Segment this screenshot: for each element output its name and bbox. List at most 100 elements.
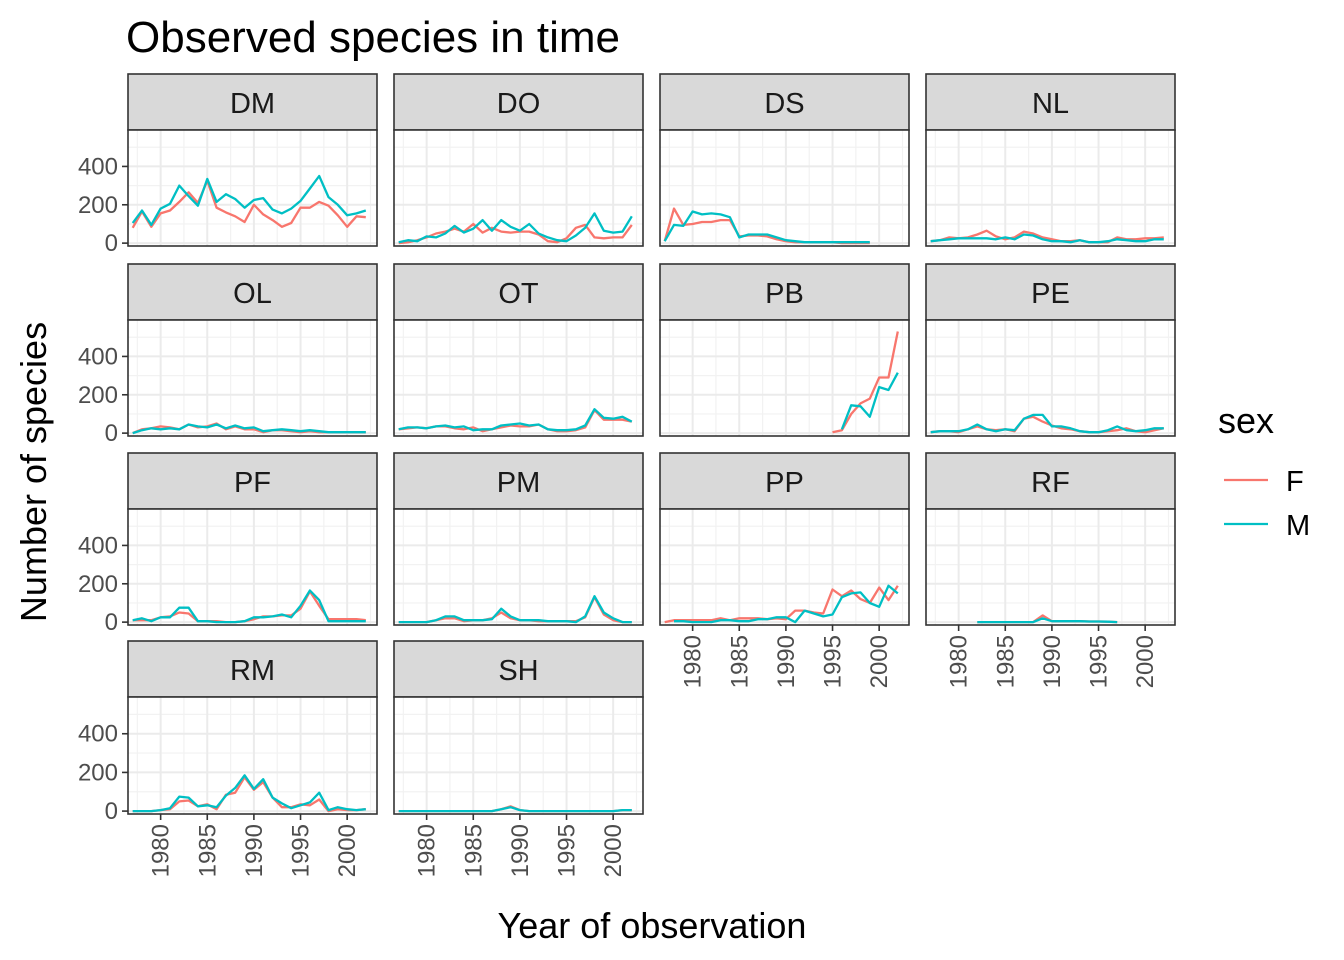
panel-background: [660, 509, 909, 625]
strip-background: [393, 452, 644, 510]
panel-border: [925, 319, 1176, 437]
panel-border: [393, 319, 644, 437]
panel-border: [659, 319, 910, 437]
strip-background: [925, 263, 1176, 321]
panel-border: [127, 129, 378, 247]
strip-label: OL: [233, 278, 272, 310]
strip-label: PP: [765, 467, 804, 499]
strip-background: [659, 263, 910, 321]
x-tick-label: 1980: [148, 824, 175, 877]
x-tick-label: 1995: [1086, 635, 1113, 688]
x-tick-label: 1990: [773, 635, 800, 688]
strip-label: OT: [498, 278, 539, 310]
panel-border: [127, 696, 378, 815]
strip-label: DM: [230, 88, 275, 120]
strip-label: NL: [1032, 88, 1069, 120]
panel-pp: PP 1980 1985 1990 1995 2000: [659, 452, 910, 688]
panel-border: [127, 319, 378, 437]
x-tick-label: 2000: [866, 635, 893, 688]
panel-background: [660, 320, 909, 436]
strip-background: [127, 452, 378, 510]
x-tick-label: 1985: [726, 635, 753, 688]
series-line-m: [398, 806, 632, 813]
x-tick-label: 1980: [946, 635, 973, 688]
strip-label: DO: [497, 88, 541, 120]
panel-border: [393, 508, 644, 626]
series-line-f: [664, 585, 899, 624]
x-tick-label: 1995: [288, 824, 315, 877]
series-line-f: [398, 222, 633, 245]
series-line-m: [131, 174, 367, 227]
panel-dm: DM 0 200 400: [78, 73, 378, 257]
series-line-m: [663, 210, 870, 244]
strip-label: PF: [234, 467, 271, 499]
series-line-m: [398, 595, 632, 624]
panel-background: [926, 130, 1175, 246]
strip-label: DS: [764, 88, 804, 120]
panel-border: [393, 696, 644, 815]
x-tick-label: 2000: [1132, 635, 1159, 688]
y-tick-label: 200: [78, 382, 118, 409]
legend-item-f: F: [1224, 466, 1304, 498]
strip-label: PB: [765, 278, 804, 310]
x-tick-label: 1980: [680, 635, 707, 688]
strip-background: [659, 73, 910, 131]
legend-title: sex: [1218, 400, 1274, 441]
x-tick-label: 1990: [1039, 635, 1066, 688]
panel-background: [394, 697, 643, 814]
panel-rm: RM 0 200 400 1980 1985 1990 1995 2000: [78, 640, 378, 877]
y-axis-title: Number of species: [13, 322, 54, 622]
x-tick-label: 1995: [820, 635, 847, 688]
series-line-m: [930, 413, 1164, 434]
series-line-m: [132, 423, 366, 435]
panel-background: [128, 320, 377, 436]
legend-item-m: M: [1224, 510, 1310, 542]
y-tick-label: 0: [105, 609, 118, 636]
series-line-m: [930, 233, 1164, 244]
panel-pm: PM: [393, 452, 644, 626]
panel-pb: PB: [659, 263, 910, 437]
x-tick-label: 1995: [554, 824, 581, 877]
panel-background: [128, 509, 377, 625]
series-line-m: [977, 617, 1118, 624]
x-tick-label: 2000: [600, 824, 627, 877]
series-line-m: [132, 589, 366, 624]
panel-background: [394, 509, 643, 625]
series-line-m: [674, 584, 899, 624]
chart-title: Observed species in time: [126, 13, 620, 62]
y-tick-label: 200: [78, 192, 118, 219]
x-tick-label: 1990: [507, 824, 534, 877]
strip-label: RM: [230, 655, 275, 687]
y-tick-label: 400: [78, 153, 118, 180]
panel-background: [128, 130, 377, 246]
panel-background: [926, 509, 1175, 625]
panel-border: [925, 508, 1176, 626]
panel-do: DO: [393, 73, 644, 247]
panel-rf: RF 1980 1985 1990 1995 2000: [925, 452, 1176, 688]
y-tick-label: 200: [78, 571, 118, 598]
strip-background: [393, 73, 644, 131]
strip-background: [127, 263, 378, 321]
panel-pe: PE: [925, 263, 1176, 437]
panel-background: [926, 320, 1175, 436]
y-tick-label: 400: [78, 532, 118, 559]
panel-nl: NL: [925, 73, 1176, 247]
x-tick-label: 1985: [992, 635, 1019, 688]
panel-border: [659, 129, 910, 247]
panel-pf: PF 0 200 400: [78, 452, 378, 636]
x-tick-label: 2000: [334, 824, 361, 877]
panel-background: [128, 697, 377, 814]
series-line-f: [131, 179, 366, 229]
x-tick-label: 1985: [460, 824, 487, 877]
panel-sh: SH 1980 1985 1990 1995 2000: [393, 640, 644, 877]
strip-label: PM: [497, 467, 541, 499]
legend-label: M: [1286, 510, 1310, 542]
strip-label: RF: [1031, 467, 1070, 499]
panel-background: [660, 130, 909, 246]
panel-border: [127, 508, 378, 626]
panel-ol: OL 0 200 400: [78, 263, 378, 447]
panel-ds: DS: [659, 73, 910, 247]
y-tick-label: 400: [78, 721, 118, 748]
x-tick-label: 1990: [241, 824, 268, 877]
